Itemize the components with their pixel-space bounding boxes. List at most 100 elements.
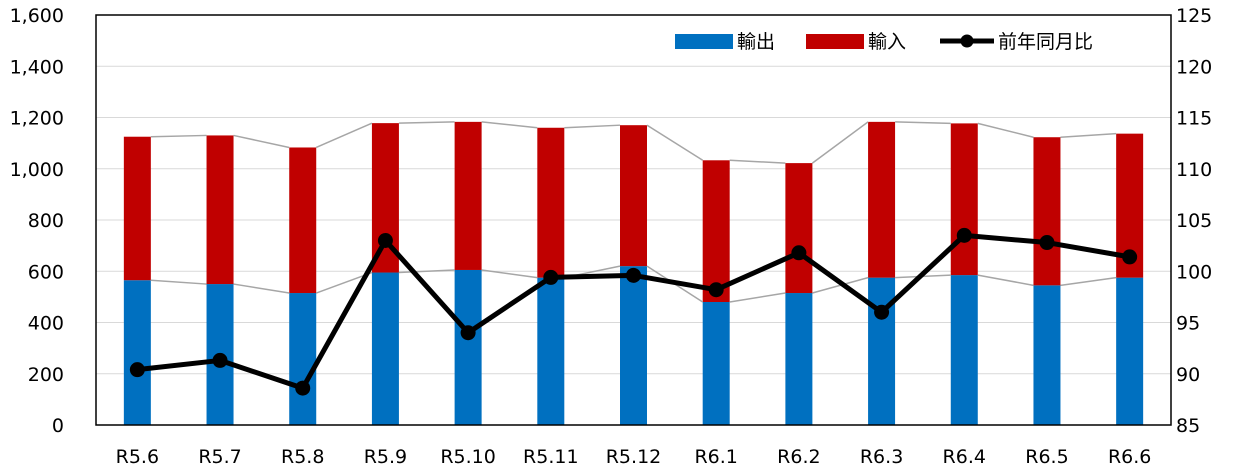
bar-export [620, 266, 647, 425]
bar-export [1033, 285, 1061, 425]
bar-export [454, 269, 482, 425]
x-axis: R5.6 R5.7 R5.8 R5.9 R5.10 R5.11 R5.12 R6.1 R6.2 R… [116, 446, 1152, 468]
bar-export [950, 275, 978, 425]
ratio-marker [543, 269, 559, 285]
x-tick-label: R5.10 [440, 446, 496, 468]
bar-import [785, 163, 813, 294]
bar-export [371, 272, 399, 425]
series-line-import [1060, 132, 1117, 138]
ratio-marker [129, 362, 145, 378]
bar-import [868, 121, 896, 278]
ratio-marker [295, 380, 311, 396]
series-line-import [150, 134, 207, 138]
left-tick-label: 1,600 [10, 5, 64, 27]
bars [123, 121, 1144, 425]
x-tick-label: R5.7 [198, 446, 241, 468]
ratio-marker [377, 233, 393, 248]
series-line-import [564, 124, 621, 129]
legend: 輸出 輸入 前年同月比 [675, 31, 1093, 53]
legend-marker-ratio [960, 34, 974, 48]
right-tick-label: 105 [1176, 210, 1212, 232]
x-tick-label: R6.6 [1108, 446, 1151, 468]
bar-export [702, 302, 730, 425]
ratio-marker [1122, 249, 1138, 265]
ratio-marker [460, 325, 476, 341]
series-line-export [315, 271, 373, 294]
left-tick-label: 0 [52, 415, 64, 437]
ratio-marker [708, 282, 724, 298]
series-line-export [977, 274, 1034, 287]
left-tick-label: 600 [28, 261, 64, 283]
series-lines [150, 121, 1117, 303]
ratio-marker [874, 304, 890, 320]
series-line-export [729, 292, 786, 303]
series-line-import [895, 121, 951, 125]
series-line-import [233, 134, 290, 149]
plot-area-border [95, 14, 1172, 426]
bar-import [620, 125, 647, 267]
series-line-import [811, 121, 869, 164]
right-tick-label: 95 [1176, 313, 1200, 335]
bar-import [454, 121, 482, 270]
bar-import [206, 135, 234, 285]
ratio-marker [956, 227, 972, 243]
x-tick-label: R5.6 [116, 446, 159, 468]
left-tick-label: 200 [28, 364, 64, 386]
right-tick-label: 100 [1176, 261, 1212, 283]
left-tick-label: 1,200 [10, 108, 64, 130]
x-tick-label: R6.4 [943, 446, 986, 468]
x-tick-label: R5.9 [364, 446, 407, 468]
series-line-import [481, 121, 538, 129]
right-tick-label: 90 [1176, 364, 1200, 386]
x-tick-label: R6.2 [777, 446, 820, 468]
bar-export [289, 293, 317, 425]
left-tick-label: 400 [28, 313, 64, 335]
right-tick-label: 85 [1176, 415, 1200, 437]
ratio-marker [791, 245, 807, 261]
series-line-import [977, 122, 1034, 138]
legend-label-import: 輸入 [868, 31, 906, 53]
bar-import [950, 123, 978, 276]
series-line-export [150, 279, 207, 285]
bar-export [868, 277, 896, 425]
legend-swatch-import [806, 34, 864, 49]
ratio-marker [626, 267, 641, 283]
x-tick-label: R5.12 [606, 446, 662, 468]
series-line-export [481, 269, 538, 279]
x-tick-label: R5.8 [281, 446, 324, 468]
x-tick-label: R5.11 [523, 446, 579, 468]
bar-import [1033, 137, 1061, 286]
ratio-marker [1039, 235, 1055, 251]
right-tick-label: 120 [1176, 56, 1212, 78]
bar-import [537, 127, 565, 278]
legend-swatch-export [675, 34, 733, 49]
x-tick-label: R6.5 [1025, 446, 1068, 468]
x-tick-label: R6.3 [860, 446, 903, 468]
series-line-export [233, 283, 290, 294]
right-axis: 85 90 95 100 105 110 115 120 125 [1176, 5, 1212, 437]
bar-import [702, 160, 730, 302]
ratio-marker [212, 352, 228, 368]
series-line-import [315, 122, 373, 149]
bar-export [537, 277, 565, 425]
ratio-line [129, 227, 1138, 396]
left-tick-label: 1,000 [10, 159, 64, 181]
right-tick-label: 110 [1176, 159, 1212, 181]
right-tick-label: 125 [1176, 5, 1212, 27]
bar-export [123, 280, 151, 425]
x-tick-label: R6.1 [694, 446, 737, 468]
series-line-import [398, 121, 455, 124]
legend-label-export: 輸出 [737, 31, 775, 53]
left-tick-label: 1,400 [10, 56, 64, 78]
left-tick-label: 800 [28, 210, 64, 232]
series-line-import [729, 159, 786, 164]
series-line-export [398, 269, 455, 274]
series-line-import [646, 124, 704, 161]
bar-export [1116, 277, 1144, 425]
bar-export [785, 293, 813, 425]
series-line-export [1060, 276, 1117, 287]
left-axis: 0 200 400 600 800 1,000 1,200 1,400 1,600 [10, 5, 64, 437]
legend-label-ratio: 前年同月比 [998, 31, 1093, 53]
